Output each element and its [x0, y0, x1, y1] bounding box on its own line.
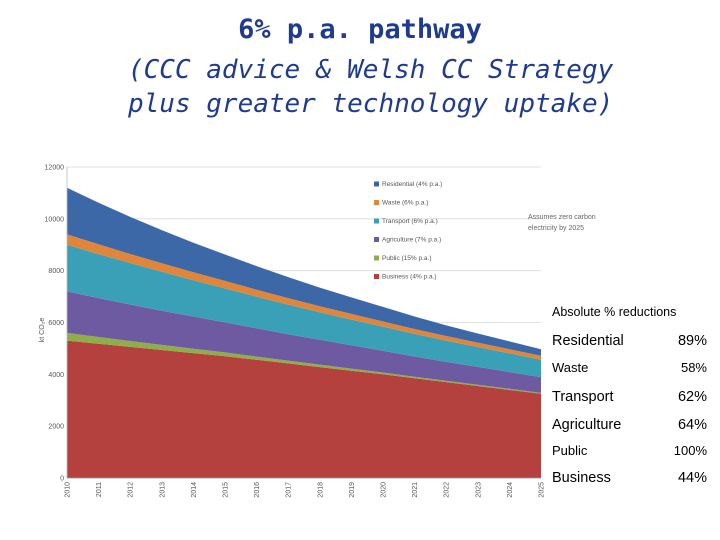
area-series-agriculture	[67, 291, 541, 393]
reduction-sector: Business	[552, 470, 611, 486]
x-tick-label: 2022	[444, 482, 451, 498]
y-tick-label: 2000	[48, 424, 64, 431]
reduction-sector: Transport	[552, 389, 614, 405]
x-tick-label: 2015	[223, 482, 230, 498]
area-series-waste	[67, 234, 541, 360]
reduction-value: 64%	[677, 417, 707, 433]
reduction-sector: Public	[552, 443, 588, 458]
legend-swatch	[374, 237, 379, 242]
x-tick-label: 2010	[65, 482, 72, 498]
x-tick-label: 2020	[381, 482, 388, 498]
reductions-title: Absolute % reductions	[552, 305, 677, 319]
x-tick-label: 2025	[539, 482, 546, 498]
legend-swatch	[374, 255, 379, 261]
y-tick-label: 0	[60, 476, 64, 483]
y-tick-label: 4000	[48, 372, 64, 379]
annotation-line-1: Assumes zero carbon	[528, 214, 596, 221]
area-series-transport	[67, 244, 541, 378]
y-tick-label: 10000	[45, 216, 65, 223]
x-tick-label: 2023	[475, 482, 482, 498]
legend-label: Residential (4% p.a.)	[382, 181, 442, 188]
reduction-value: 44%	[677, 470, 707, 486]
legend-label: Agriculture (7% p.a.)	[382, 237, 441, 244]
x-tick-label: 2016	[254, 482, 261, 498]
reduction-sector: Residential	[552, 333, 624, 349]
legend-swatch	[374, 181, 379, 187]
area-series-public	[67, 332, 541, 394]
x-tick-label: 2018	[317, 482, 324, 498]
reduction-value: 62%	[677, 389, 707, 405]
y-tick-label: 8000	[48, 268, 64, 275]
y-tick-label: 12000	[45, 165, 65, 172]
legend-label: Waste (6% p.a.)	[382, 200, 428, 207]
x-tick-label: 2012	[128, 482, 135, 498]
legend-swatch	[374, 218, 379, 224]
reduction-sector: Agriculture	[552, 417, 622, 433]
x-tick-label: 2021	[412, 482, 419, 498]
x-tick-label: 2013	[159, 482, 166, 498]
reduction-value: 100%	[673, 443, 707, 458]
y-tick-label: 6000	[48, 320, 64, 327]
x-tick-label: 2024	[507, 482, 514, 498]
x-tick-label: 2017	[286, 482, 293, 498]
slide-title: 6% p.a. pathway	[238, 14, 482, 45]
legend-swatch	[374, 200, 379, 205]
slide-subtitle: (CCC advice & Welsh CC Strategy plus gre…	[128, 53, 613, 121]
x-tick-label: 2019	[349, 482, 356, 498]
reduction-value: 89%	[677, 333, 707, 349]
area-layer	[67, 187, 541, 478]
legend-label: Public (15% p.a.)	[382, 255, 432, 262]
legend-swatch	[374, 274, 379, 279]
reduction-value: 58%	[680, 360, 707, 375]
area-series-residential	[67, 187, 541, 356]
subtitle-line-2: plus greater technology uptake)	[128, 89, 614, 119]
reduction-sector: Waste	[552, 360, 589, 375]
legend-label: Transport (6% p.a.)	[382, 218, 438, 225]
x-tick-label: 2011	[96, 482, 103, 497]
x-tick-label: 2014	[191, 482, 198, 498]
reductions-panel: Absolute % reductions Residential 89% Wast…	[548, 298, 713, 498]
legend-layer: Residential (4% p.a.) Waste (6% p.a.) Tran…	[374, 181, 442, 281]
legend-label: Business (4% p.a.)	[382, 274, 437, 281]
annotation-line-2: electricity by 2025	[528, 225, 584, 232]
subtitle-line-1: (CCC advice & Welsh CC Strategy	[128, 55, 614, 85]
y-axis-label: kt CO₂e	[39, 318, 46, 343]
area-series-business	[67, 340, 541, 478]
axis-layer: 0 2000 4000 6000 8000 10000 12000 2010 2011 2012 2…	[45, 165, 546, 498]
